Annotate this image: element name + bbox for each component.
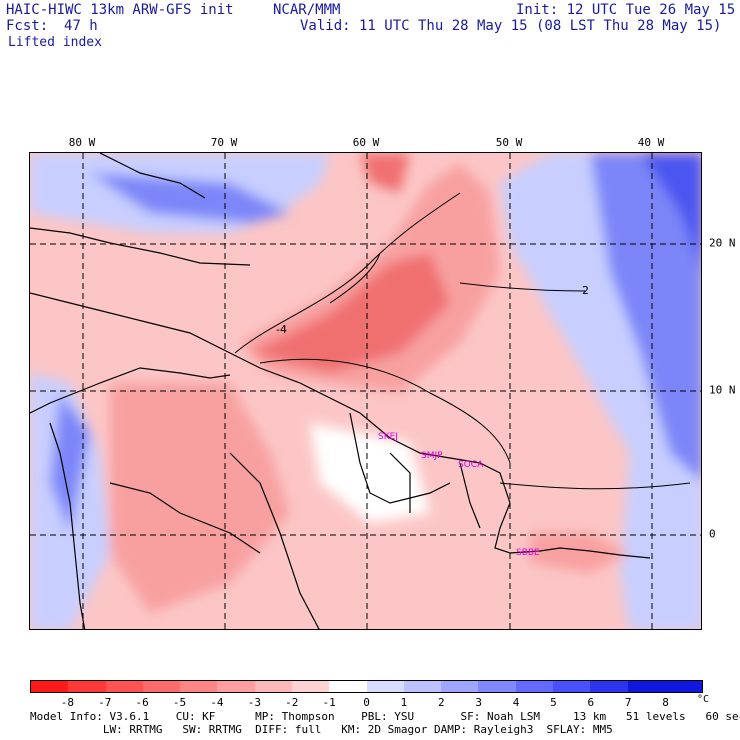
contour-line <box>259 358 511 464</box>
field-positive-band <box>90 173 290 223</box>
lifted-index-map <box>29 152 702 630</box>
coastline <box>99 153 206 199</box>
colorbar-swatch <box>627 681 665 692</box>
colorbar-swatch <box>478 681 516 692</box>
colorbar <box>30 680 703 693</box>
station-label: SOCA <box>458 460 484 470</box>
station-label: SBBE <box>516 548 540 558</box>
colorbar-swatch <box>366 681 404 692</box>
field-positive-west-core <box>50 393 90 533</box>
colorbar-swatch <box>180 681 218 692</box>
colorbar-tick-label: -5 <box>172 696 187 709</box>
colorbar-tick-label: 4 <box>512 696 520 709</box>
model-title: HAIC-HIWC 13km ARW-GFS init <box>6 2 234 18</box>
field-name: Lifted index <box>8 35 102 50</box>
field-positive-max <box>640 153 701 268</box>
lat-label: 10 N <box>709 383 736 397</box>
coastline <box>494 502 651 559</box>
coastline <box>30 227 251 266</box>
contour-line <box>499 482 691 490</box>
border <box>229 452 320 629</box>
lat-label: 0 <box>709 527 716 541</box>
field-negative-north <box>360 153 410 193</box>
colorbar-tick-label: 1 <box>400 696 408 709</box>
colorbar-tick-label: 3 <box>475 696 482 709</box>
colorbar-tick-label: 0 <box>363 696 370 709</box>
coastline <box>30 292 301 384</box>
forecast-hour: 47 h <box>64 18 98 34</box>
colorbar-tick-label: 5 <box>550 696 557 709</box>
station-label: SMJP <box>421 451 443 461</box>
lat-label: 20 N <box>709 236 736 250</box>
valid-time: Valid: 11 UTC Thu 28 May 15 (08 LST Thu … <box>300 18 722 34</box>
contour-line <box>234 192 461 354</box>
colorbar-swatch <box>441 681 479 692</box>
colorbar-swatch <box>254 681 292 692</box>
colorbar-tick-label: -4 <box>210 696 224 709</box>
colorbar-swatch <box>105 681 143 692</box>
forecast-label: Fcst: <box>6 18 49 34</box>
border <box>109 482 261 554</box>
colorbar-tick-label: -1 <box>322 696 336 709</box>
border <box>459 462 481 529</box>
map-canvas <box>30 153 701 629</box>
field-neutral <box>310 423 430 523</box>
org-label: NCAR/MMM <box>273 2 341 18</box>
colorbar-unit: °C <box>697 694 710 705</box>
model-info-line2: LW: RRTMG SW: RRTMG DIFF: full KM: 2D Sm… <box>30 723 613 736</box>
contour-label: -4 <box>276 323 287 336</box>
coastline <box>30 367 231 414</box>
lon-label: 40 W <box>637 136 665 149</box>
colorbar-tick-label: -2 <box>285 696 299 709</box>
colorbar-swatch <box>403 681 442 692</box>
colorbar-tick-label: 2 <box>437 696 445 709</box>
colorbar-tick-label: 7 <box>624 696 632 709</box>
field-positive-strong <box>590 153 701 482</box>
colorbar-swatch <box>664 681 703 692</box>
contour-label: -2 <box>578 284 589 297</box>
field-negative-amazon <box>530 533 630 573</box>
colorbar-tick-label: 8 <box>662 696 669 709</box>
field-negative-core <box>250 253 450 373</box>
colorbar-swatch <box>142 681 181 692</box>
colorbar-swatch <box>291 681 330 692</box>
contour-line <box>459 282 586 292</box>
lon-label: 70 W <box>210 136 238 149</box>
border <box>389 452 411 513</box>
colorbar-tick-label: -6 <box>135 696 149 709</box>
lon-label: 80 W <box>68 136 96 149</box>
colorbar-swatch <box>31 681 69 692</box>
contour-line <box>329 252 381 304</box>
field-negative-land <box>110 383 290 613</box>
colorbar-swatch <box>552 681 591 692</box>
colorbar-tick-label: -8 <box>60 696 74 709</box>
border <box>349 412 451 504</box>
colorbar-tick-label: 6 <box>587 696 595 709</box>
model-info-line1: Model Info: V3.6.1 CU: KF MP: Thompson P… <box>30 710 740 723</box>
colorbar-swatch <box>515 681 553 692</box>
colorbar-tick-label: -7 <box>98 696 112 709</box>
lon-label: 60 W <box>352 136 380 149</box>
colorbar-tick-label: -3 <box>247 696 261 709</box>
station-label: SKEJ <box>378 432 398 442</box>
init-time: Init: 12 UTC Tue 26 May 15 <box>516 2 736 18</box>
colorbar-swatch <box>329 681 367 692</box>
colorbar-swatch <box>590 681 628 692</box>
coastline <box>49 422 86 629</box>
colorbar-swatch <box>217 681 255 692</box>
colorbar-swatch <box>68 681 106 692</box>
lon-label: 50 W <box>495 136 523 149</box>
coastline <box>299 382 511 504</box>
